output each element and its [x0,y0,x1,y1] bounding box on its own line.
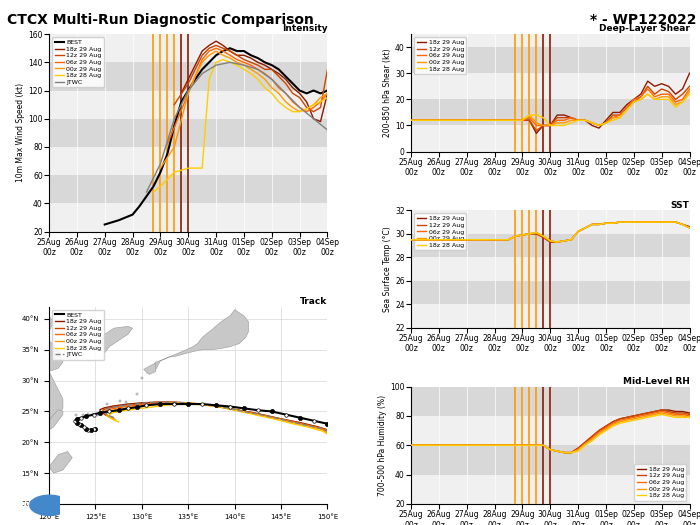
Bar [411,74,690,99]
Polygon shape [144,363,155,374]
Bar [49,203,328,232]
Y-axis label: 700-500 hPa Humidity (%): 700-500 hPa Humidity (%) [379,395,388,496]
Bar [411,125,690,152]
Polygon shape [100,327,132,353]
Legend: 18z 29 Aug, 12z 29 Aug, 06z 29 Aug, 00z 29 Aug, 18z 28 Aug: 18z 29 Aug, 12z 29 Aug, 06z 29 Aug, 00z … [414,37,466,74]
Bar [49,119,328,147]
Bar [49,175,328,203]
Polygon shape [49,452,72,473]
Text: CIRA: CIRA [12,502,41,512]
Legend: BEST, 18z 29 Aug, 12z 29 Aug, 06z 29 Aug, 00z 29 Aug, 18z 28 Aug, JTWC: BEST, 18z 29 Aug, 12z 29 Aug, 06z 29 Aug… [52,310,104,360]
Bar [411,445,690,475]
Bar [411,416,690,445]
Polygon shape [146,310,248,373]
Bar [49,90,328,119]
Bar [49,62,328,90]
Legend: 18z 29 Aug, 12z 29 Aug, 06z 29 Aug, 00z 29 Aug, 18z 28 Aug: 18z 29 Aug, 12z 29 Aug, 06z 29 Aug, 00z … [414,214,466,250]
Y-axis label: 200-850 hPa Shear (kt): 200-850 hPa Shear (kt) [383,48,392,137]
Bar [411,211,690,234]
Y-axis label: Sea Surface Temp (°C): Sea Surface Temp (°C) [383,226,392,312]
Bar [411,475,690,504]
Bar [411,257,690,281]
Bar [411,281,690,304]
Y-axis label: 10m Max Wind Speed (kt): 10m Max Wind Speed (kt) [17,83,25,182]
Bar [411,47,690,74]
Text: Track: Track [300,297,328,306]
Text: Deep-Layer Shear: Deep-Layer Shear [598,24,690,34]
Text: * - WP122022: * - WP122022 [590,13,696,27]
Legend: BEST, 18z 29 Aug, 12z 29 Aug, 06z 29 Aug, 00z 29 Aug, 18z 28 Aug, JTWC: BEST, 18z 29 Aug, 12z 29 Aug, 06z 29 Aug… [52,37,104,87]
Legend: 18z 29 Aug, 12z 29 Aug, 06z 29 Aug, 00z 29 Aug, 18z 28 Aug: 18z 29 Aug, 12z 29 Aug, 06z 29 Aug, 00z … [634,464,687,501]
Polygon shape [30,307,63,504]
Polygon shape [47,410,63,430]
Bar [411,234,690,257]
Text: SST: SST [671,201,690,209]
Circle shape [30,495,69,516]
Bar [411,386,690,416]
Bar [411,304,690,328]
Bar [49,147,328,175]
Bar [411,99,690,125]
Text: Mid-Level RH: Mid-Level RH [622,377,690,386]
Text: Intensity: Intensity [282,24,328,34]
Bar [49,34,328,62]
Text: CTCX Multi-Run Diagnostic Comparison: CTCX Multi-Run Diagnostic Comparison [7,13,314,27]
